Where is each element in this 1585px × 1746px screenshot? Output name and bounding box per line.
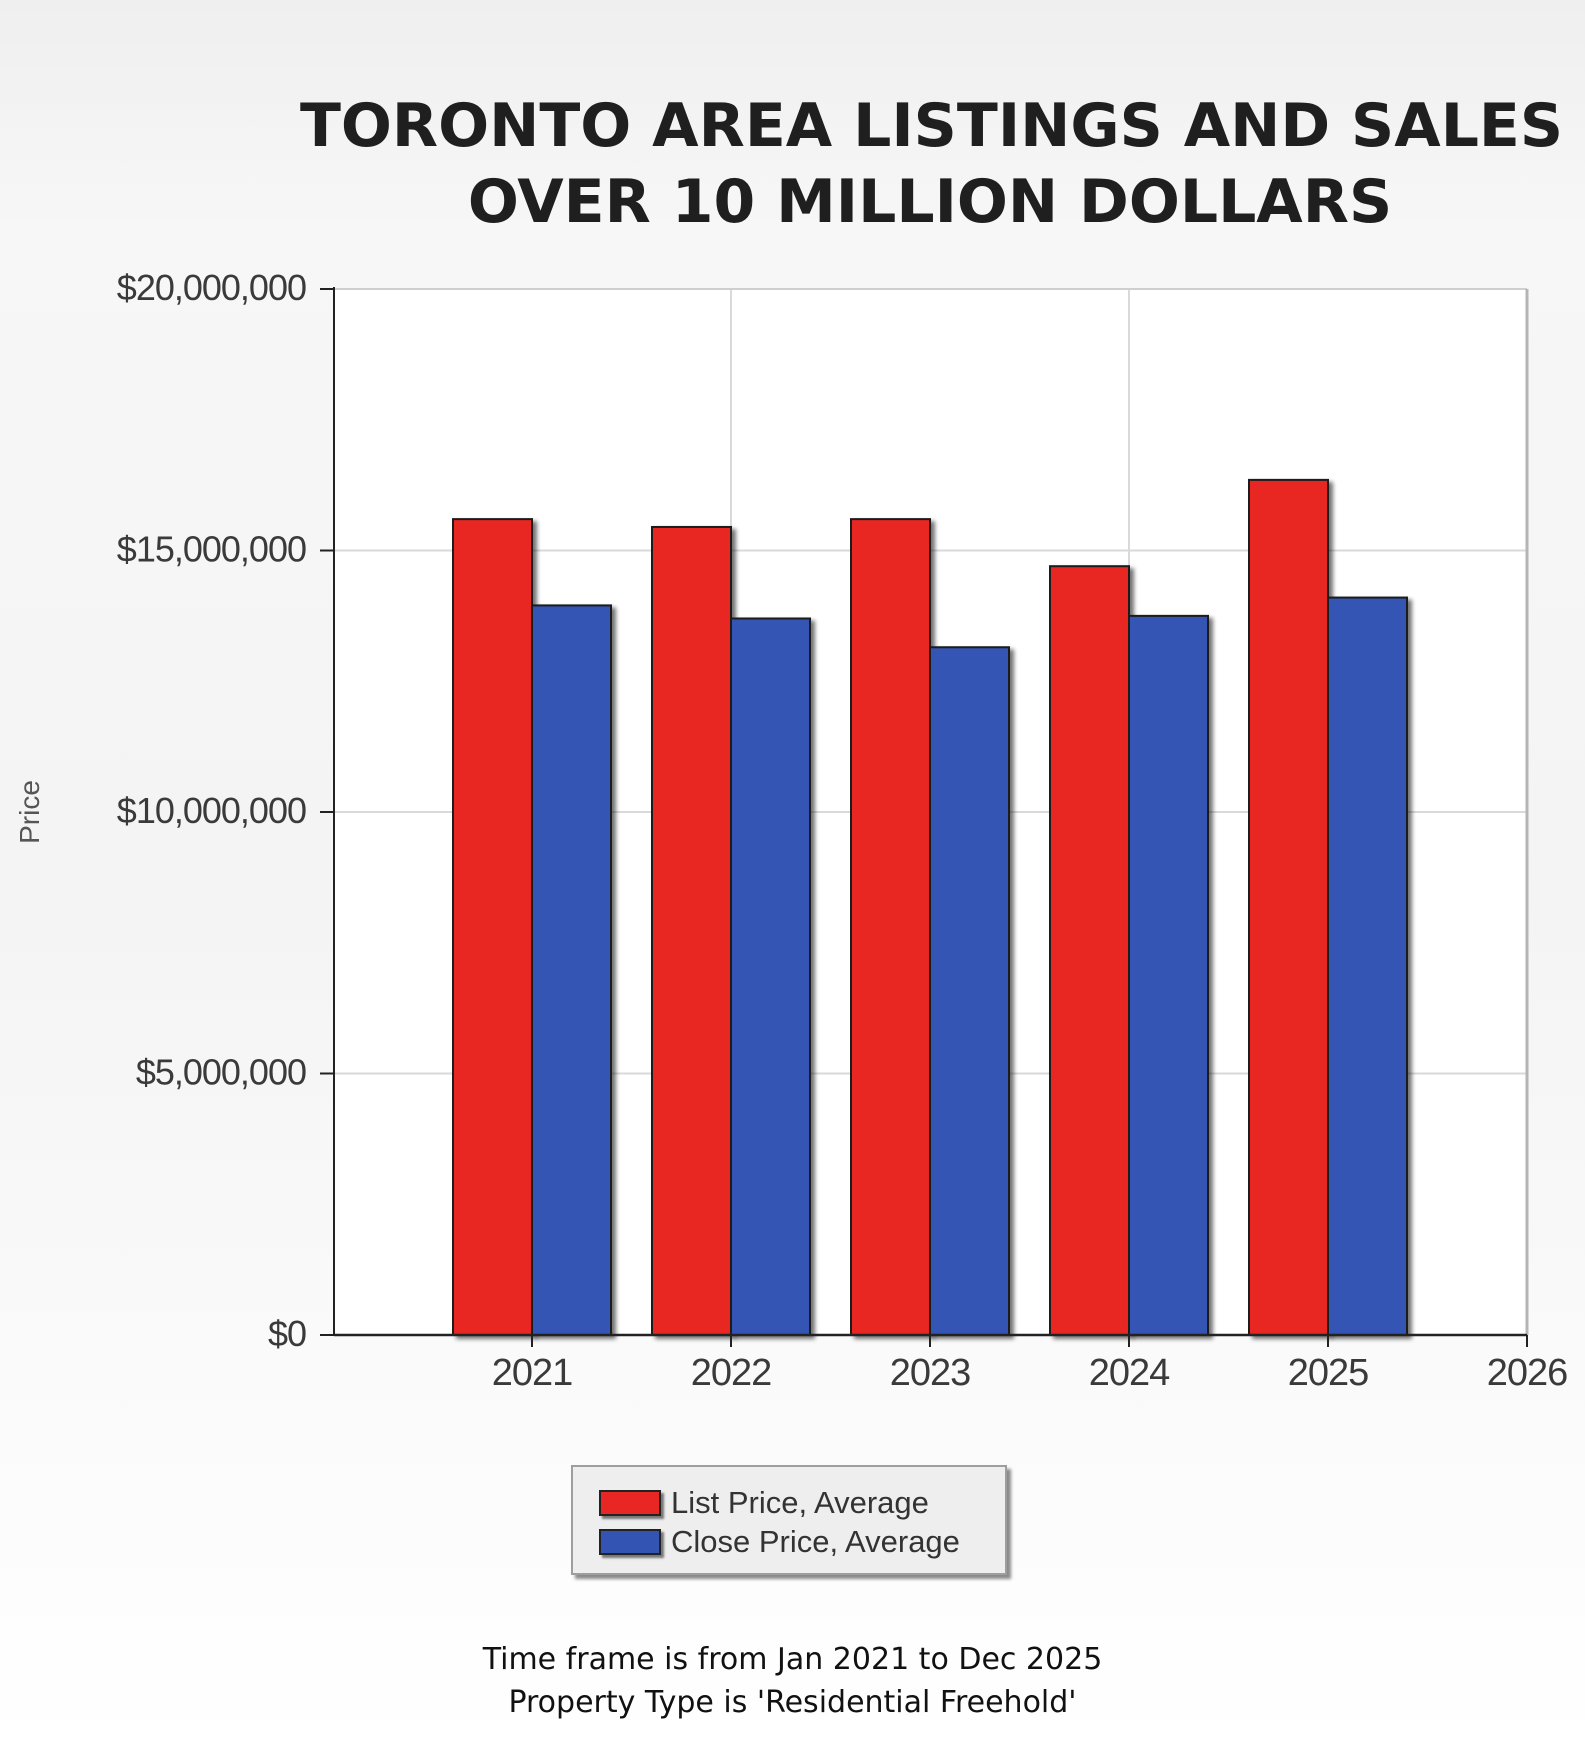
x-tick-label-2025: 2025: [1288, 1352, 1369, 1394]
bar-list-price-average-2023: [850, 518, 931, 1336]
bars: [452, 478, 1408, 1336]
x-tick-label-2022: 2022: [691, 1352, 772, 1394]
legend-label-list-price: List Price, Average: [671, 1485, 929, 1520]
legend-item-list-price: List Price, Average: [599, 1485, 929, 1521]
chart-title-line-2: OVER 10 MILLION DOLLARS: [467, 167, 1393, 237]
bar-list-price-average-2025: [1248, 478, 1329, 1336]
bar-chart: $0 $5,000,000 $10,000,000 $15,000,000 $20,00…: [14, 267, 1568, 1394]
bar-close-price-average-2024: [1128, 614, 1209, 1336]
y-tick-label-0: $0: [268, 1313, 306, 1354]
bar-close-price-average-2025: [1327, 596, 1408, 1336]
bar-list-price-average-2022: [651, 525, 732, 1336]
footnote-timeframe: Time frame is from Jan 2021 to Dec 2025: [482, 1642, 1103, 1677]
x-tick-label-2023: 2023: [890, 1352, 971, 1394]
y-tick-label-15-000-000: $15,000,000: [117, 529, 306, 570]
x-tick-label-2021: 2021: [492, 1352, 573, 1394]
chart-title-line-1: TORONTO AREA LISTINGS AND SALES: [300, 91, 1564, 161]
legend-label-close-price: Close Price, Average: [671, 1524, 960, 1559]
x-tick-label-2026: 2026: [1487, 1352, 1568, 1394]
x-axis-ticks: 2021 2022 2023 2024 2025 2026: [492, 1335, 1568, 1394]
legend-swatch-close-price: [599, 1529, 661, 1555]
bar-list-price-average-2021: [452, 518, 533, 1336]
y-tick-label-10-000-000: $10,000,000: [117, 790, 306, 831]
chart-footnote: Time frame is from Jan 2021 to Dec 2025 …: [0, 1638, 1585, 1724]
y-axis-label: Price: [14, 780, 45, 844]
y-tick-label-5-000-000: $5,000,000: [136, 1052, 306, 1093]
chart-title: TORONTO AREA LISTINGS AND SALES OVER 10 …: [300, 88, 1564, 240]
footnote-property-type: Property Type is 'Residential Freehold': [508, 1685, 1077, 1720]
chart-legend: List Price, Average Close Price, Average: [571, 1465, 1007, 1575]
legend-swatch-list-price: [599, 1490, 661, 1516]
bar-list-price-average-2024: [1049, 565, 1130, 1336]
bar-close-price-average-2022: [730, 617, 811, 1336]
y-axis-ticks: $0 $5,000,000 $10,000,000 $15,000,000 $20,00…: [117, 267, 334, 1354]
y-tick-label-20-000-000: $20,000,000: [117, 267, 306, 308]
x-tick-label-2024: 2024: [1089, 1352, 1170, 1394]
bar-close-price-average-2021: [531, 604, 612, 1336]
bar-close-price-average-2023: [929, 646, 1010, 1336]
legend-item-close-price: Close Price, Average: [599, 1524, 960, 1560]
